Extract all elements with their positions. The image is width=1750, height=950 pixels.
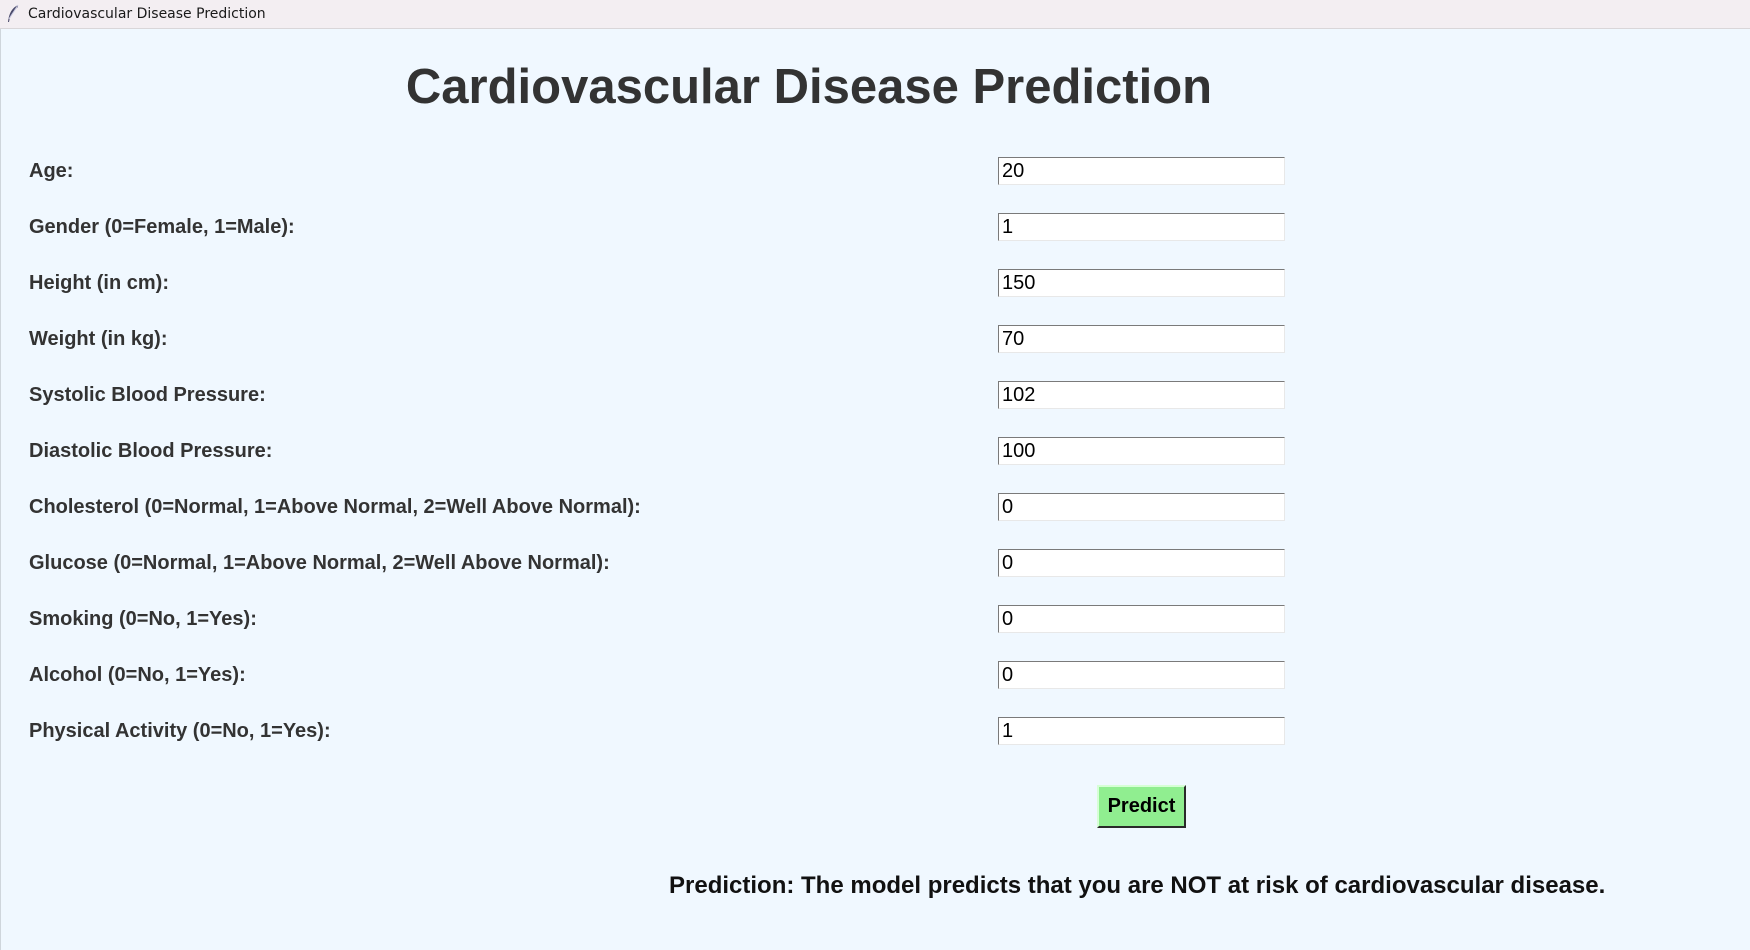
smoking-input[interactable]	[998, 605, 1285, 633]
field-label-age: Age:	[29, 160, 74, 182]
systolic-bp-input[interactable]	[998, 381, 1285, 409]
page-title: Cardiovascular Disease Prediction	[405, 60, 1213, 114]
prediction-result: Prediction: The model predicts that you …	[669, 872, 1606, 899]
field-label-activity: Physical Activity (0=No, 1=Yes):	[29, 720, 331, 742]
feather-icon	[8, 4, 19, 22]
field-label-height: Height (in cm):	[29, 272, 169, 294]
gender-input[interactable]	[998, 213, 1285, 241]
field-label-diastolic: Diastolic Blood Pressure:	[29, 440, 273, 462]
predict-button[interactable]: Predict	[1097, 785, 1186, 828]
weight-input[interactable]	[998, 325, 1285, 353]
field-label-gender: Gender (0=Female, 1=Male):	[29, 216, 295, 238]
cholesterol-input[interactable]	[998, 493, 1285, 521]
physical-activity-input[interactable]	[998, 717, 1285, 745]
field-label-cholesterol: Cholesterol (0=Normal, 1=Above Normal, 2…	[29, 496, 641, 518]
field-label-systolic: Systolic Blood Pressure:	[29, 384, 266, 406]
field-label-alcohol: Alcohol (0=No, 1=Yes):	[29, 664, 246, 686]
title-bar: Cardiovascular Disease Prediction	[0, 0, 1750, 29]
main-window: Cardiovascular Disease Prediction Age: G…	[0, 29, 1750, 950]
window-title: Cardiovascular Disease Prediction	[28, 6, 266, 22]
diastolic-bp-input[interactable]	[998, 437, 1285, 465]
height-input[interactable]	[998, 269, 1285, 297]
predict-button-label: Predict	[1107, 795, 1176, 817]
glucose-input[interactable]	[998, 549, 1285, 577]
alcohol-input[interactable]	[998, 661, 1285, 689]
field-label-weight: Weight (in kg):	[29, 328, 168, 350]
field-label-smoking: Smoking (0=No, 1=Yes):	[29, 608, 257, 630]
field-label-glucose: Glucose (0=Normal, 1=Above Normal, 2=Wel…	[29, 552, 610, 574]
age-input[interactable]	[998, 157, 1285, 185]
